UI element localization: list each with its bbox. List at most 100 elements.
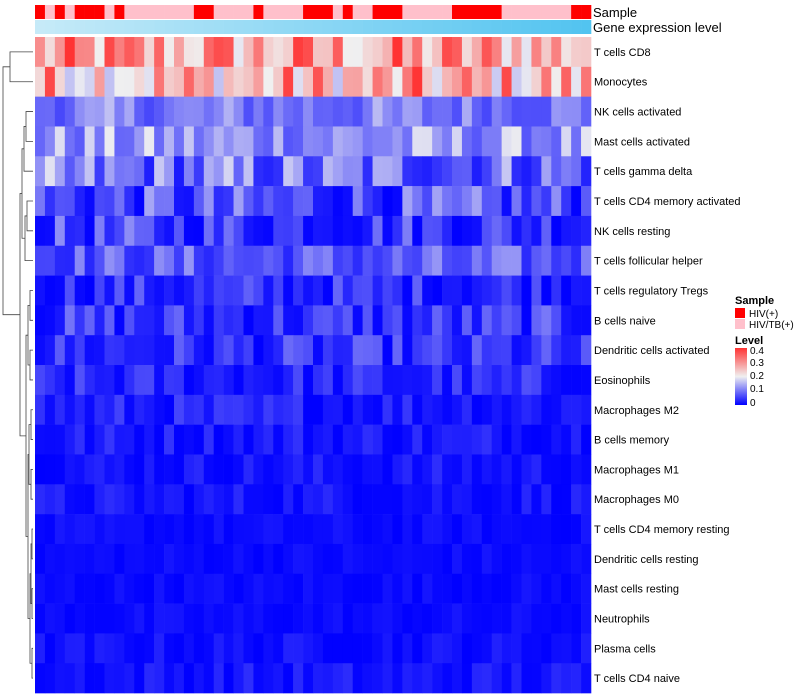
heatmap-cell (481, 335, 493, 366)
heatmap-cell (114, 126, 125, 157)
heatmap-cell (511, 335, 522, 366)
heatmap-cell (303, 186, 314, 217)
heatmap-cell (54, 484, 66, 515)
heatmap-cell (303, 514, 314, 545)
heatmap-cell (253, 96, 264, 127)
heatmap-cell (253, 186, 264, 217)
heatmap-cell (452, 215, 463, 247)
heatmap-cell (322, 514, 334, 545)
heatmap-cell (342, 37, 354, 68)
heatmap-cell (44, 335, 56, 366)
heatmap-cell (461, 335, 473, 366)
heatmap-cell (372, 663, 383, 694)
heatmap-cell (203, 424, 215, 455)
heatmap-cell (54, 305, 66, 336)
heatmap-cell (491, 126, 502, 157)
heatmap-cell (551, 454, 562, 485)
heatmap-cell (521, 484, 532, 515)
heatmap-cell (263, 156, 274, 187)
heatmap-cell (471, 275, 483, 306)
heatmap-cell (94, 156, 105, 187)
heatmap-cell (571, 275, 582, 306)
heatmap-cell (193, 573, 205, 604)
heatmap-cell (531, 335, 542, 366)
heatmap-cell (74, 663, 85, 694)
gene-expression-annotation-cell (452, 20, 463, 34)
heatmap-cell (442, 245, 453, 276)
heatmap-cell (134, 186, 145, 217)
heatmap-cell (412, 186, 423, 217)
heatmap-cell (213, 96, 224, 127)
sample-annotation-cell (531, 5, 542, 19)
heatmap-cell (273, 305, 284, 336)
heatmap-cell (203, 633, 215, 664)
heatmap-cell (203, 37, 215, 68)
heatmap-cell (471, 96, 483, 127)
heatmap-cell (35, 663, 46, 694)
heatmap-cell (134, 156, 145, 187)
heatmap-cell (531, 484, 542, 515)
heatmap-cell (313, 633, 324, 664)
sample-annotation-cell (293, 5, 304, 19)
row-label: T cells CD4 memory resting (594, 524, 730, 536)
heatmap-cell (322, 275, 334, 306)
heatmap-cell (402, 484, 413, 515)
heatmap-cell (114, 156, 125, 187)
heatmap-cell (303, 96, 314, 127)
heatmap-cell (432, 245, 443, 276)
heatmap-cell (491, 156, 502, 187)
heatmap-cell (124, 305, 135, 336)
heatmap-cell (372, 66, 383, 97)
heatmap-cell (581, 305, 592, 336)
heatmap-cell (193, 66, 205, 97)
heatmap-cell (164, 66, 175, 97)
heatmap-cell (313, 484, 324, 515)
heatmap-cell (511, 484, 522, 515)
heatmap-cell (94, 66, 105, 97)
heatmap-cell (501, 156, 512, 187)
heatmap-cell (193, 454, 205, 485)
sample-annotation-cell (471, 5, 483, 19)
heatmap-cell (501, 37, 512, 68)
heatmap-cell (541, 186, 552, 217)
heatmap-cell (392, 156, 403, 187)
heatmap-cell (183, 66, 195, 97)
heatmap-cell (114, 573, 125, 604)
heatmap-cell (253, 543, 264, 575)
heatmap-cell (432, 543, 443, 575)
heatmap-cell (382, 186, 393, 217)
heatmap-cell (332, 424, 344, 455)
heatmap-cell (35, 186, 46, 217)
heatmap-cell (501, 394, 512, 425)
heatmap-cell (452, 275, 463, 306)
row-label: NK cells activated (594, 107, 681, 119)
heatmap-cell (303, 275, 314, 306)
heatmap-cell (223, 514, 234, 545)
heatmap-cell (322, 305, 334, 336)
heatmap-cell (74, 543, 85, 575)
heatmap-cell (372, 335, 383, 366)
heatmap-cell (223, 543, 234, 575)
heatmap-cell (352, 633, 363, 664)
heatmap-cell (571, 663, 582, 694)
heatmap-cell (352, 543, 363, 575)
heatmap-cell (442, 275, 453, 306)
heatmap-cell (104, 603, 115, 634)
heatmap-cell (551, 126, 562, 157)
heatmap-cell (243, 424, 254, 455)
heatmap-cell (432, 305, 443, 336)
gene-expression-annotation-cell (461, 20, 473, 34)
heatmap-cell (382, 156, 393, 187)
heatmap-cell (541, 37, 552, 68)
heatmap-cell (491, 186, 502, 217)
heatmap-cell (461, 66, 473, 97)
heatmap-cell (64, 365, 76, 396)
heatmap-cell (134, 454, 145, 485)
heatmap-cell (581, 514, 592, 545)
gene-expression-annotation-cell (432, 20, 443, 34)
heatmap-cell (183, 186, 195, 217)
heatmap-cell (223, 394, 234, 425)
heatmap-cells (35, 37, 592, 694)
heatmap-cell (342, 454, 354, 485)
heatmap-cell (452, 245, 463, 276)
